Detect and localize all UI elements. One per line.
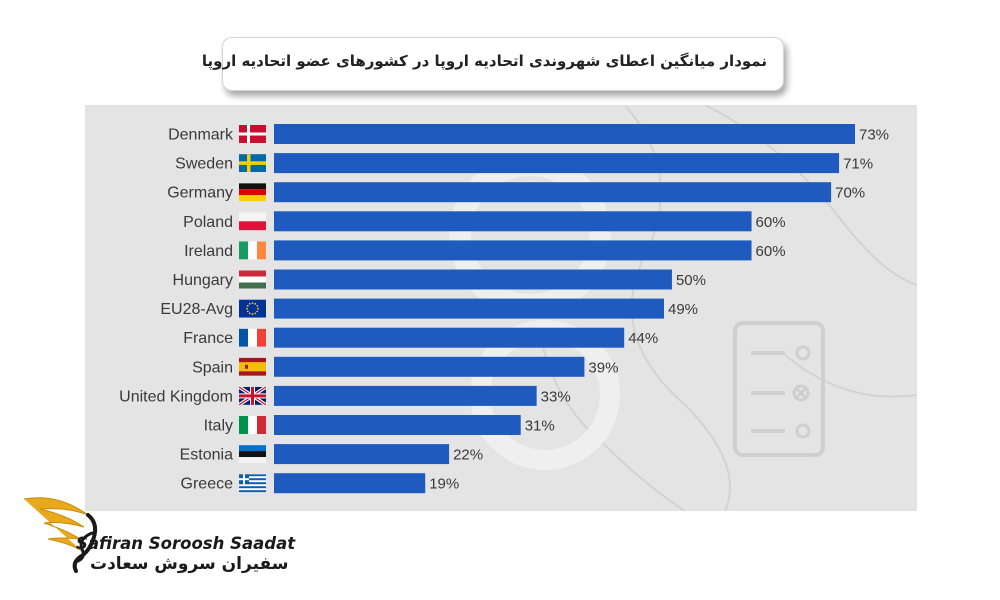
value-label: 73% (859, 127, 889, 144)
brand-name-english: Safiran Soroosh Saadat (76, 534, 296, 553)
category-label: Poland (183, 214, 233, 231)
bar-hungary (274, 269, 672, 290)
sweden-flag-icon (239, 154, 266, 173)
value-label: 22% (453, 447, 483, 464)
ireland-flag-icon (239, 241, 266, 260)
greece-flag-icon (239, 474, 266, 493)
bar-spain (274, 356, 585, 377)
eu-flag-icon (239, 299, 266, 318)
spain-flag-icon (239, 357, 266, 376)
bar-sweden (274, 153, 840, 174)
bar-italy (274, 415, 521, 435)
brand-name-persian: سفیران سروش سعادت (90, 554, 289, 574)
germany-flag-icon (239, 183, 266, 202)
category-label: EU28-Avg (160, 301, 233, 318)
bar-eu28-avg (274, 298, 664, 319)
bar-poland (274, 211, 752, 232)
value-label: 19% (429, 476, 459, 493)
category-label: United Kingdom (119, 388, 233, 405)
france-flag-icon (239, 328, 266, 347)
category-label: Sweden (175, 156, 233, 173)
value-label: 70% (835, 185, 865, 202)
poland-flag-icon (239, 212, 266, 231)
category-label: Ireland (184, 243, 233, 260)
bar-united-kingdom (274, 385, 537, 406)
italy-flag-icon (239, 416, 266, 434)
value-label: 50% (676, 272, 706, 289)
bar-denmark (274, 124, 855, 144)
brand-logo (23, 497, 98, 573)
value-label: 31% (525, 418, 555, 435)
value-label: 49% (668, 301, 698, 318)
hungary-flag-icon (239, 270, 266, 289)
value-label: 33% (541, 388, 571, 405)
bar-estonia (274, 444, 450, 465)
chart-title: نمودار میانگین اعطای شهروندی اتحادیه ارو… (202, 37, 784, 91)
document-icon (733, 321, 825, 457)
category-label: Germany (167, 185, 233, 202)
bar-germany (274, 182, 832, 203)
category-label: Estonia (180, 447, 233, 464)
category-label: Greece (181, 476, 234, 493)
value-label: 71% (843, 156, 873, 173)
golden-wing-logo (23, 497, 98, 573)
value-label: 44% (628, 330, 658, 347)
bar-greece (274, 473, 426, 494)
value-label: 60% (756, 243, 786, 260)
value-label: 39% (588, 359, 618, 376)
bar-ireland (274, 240, 752, 261)
denmark-flag-icon (239, 125, 266, 143)
bar-france (274, 327, 625, 348)
category-label: France (183, 330, 233, 347)
category-label: Italy (204, 418, 233, 435)
estonia-flag-icon (239, 445, 266, 464)
category-label: Spain (192, 359, 233, 376)
category-label: Hungary (173, 272, 233, 289)
value-label: 60% (756, 214, 786, 231)
category-label: Denmark (168, 127, 234, 144)
uk-flag-icon (239, 386, 266, 405)
